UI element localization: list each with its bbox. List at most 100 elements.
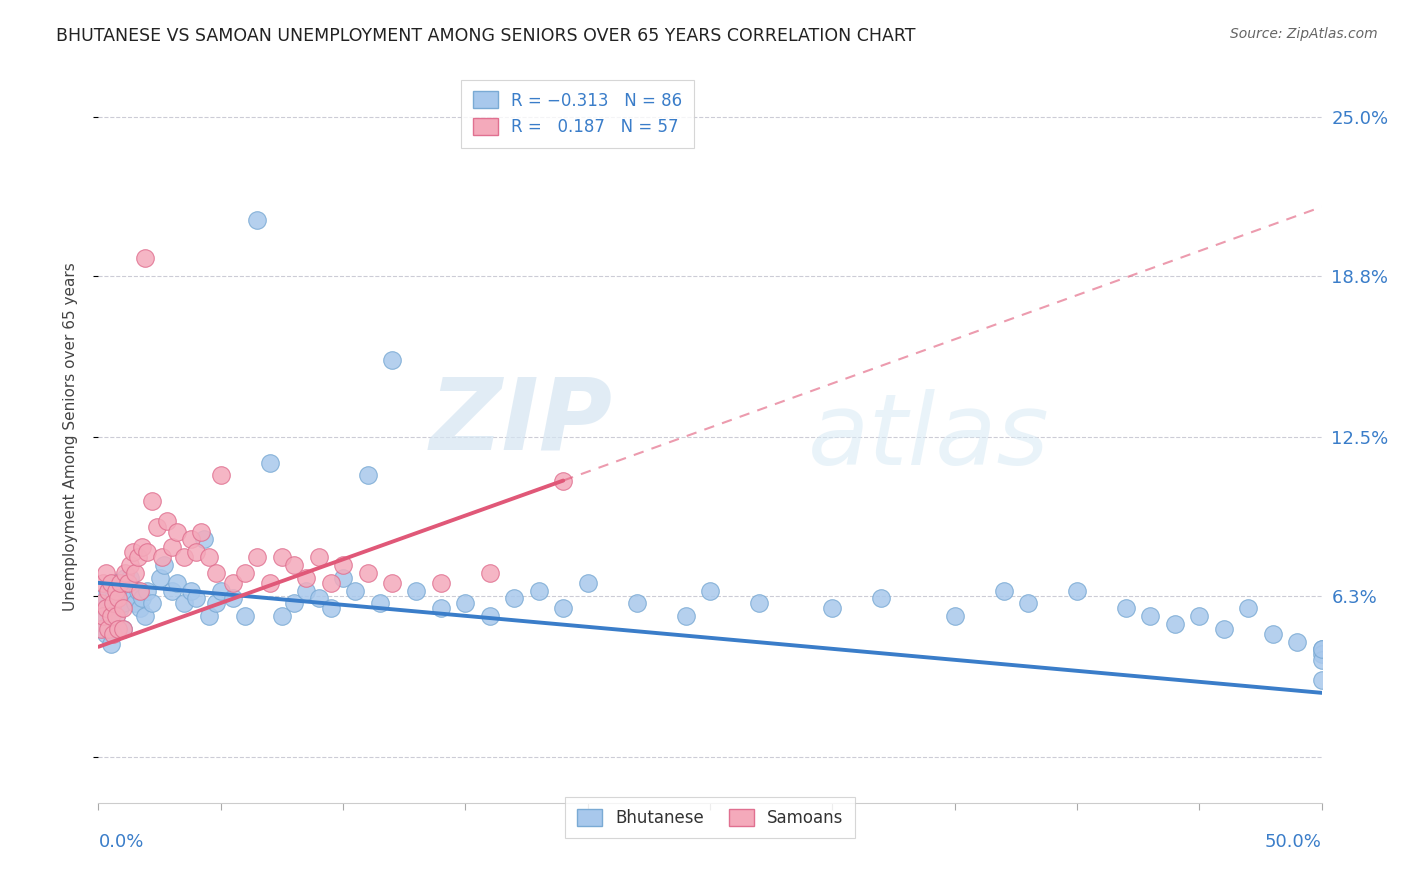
Point	[675, 609, 697, 624]
Point	[134, 609, 156, 624]
Point	[97, 622, 120, 636]
Point	[110, 575, 132, 590]
Point	[190, 524, 212, 539]
Point	[430, 575, 453, 590]
Point	[503, 591, 526, 606]
Point	[91, 622, 114, 636]
Point	[107, 622, 129, 636]
Point	[160, 583, 183, 598]
Point	[104, 583, 127, 598]
Text: 0.0%: 0.0%	[98, 833, 143, 852]
Point	[91, 591, 114, 606]
Point	[246, 550, 269, 565]
Point	[129, 583, 152, 598]
Point	[136, 583, 159, 598]
Text: ZIP: ZIP	[429, 374, 612, 471]
Point	[136, 545, 159, 559]
Point	[94, 601, 117, 615]
Point	[209, 583, 232, 598]
Point	[91, 575, 114, 590]
Point	[131, 540, 153, 554]
Point	[270, 550, 294, 565]
Point	[100, 637, 122, 651]
Point	[943, 609, 966, 624]
Point	[308, 550, 330, 565]
Point	[90, 596, 112, 610]
Text: 50.0%: 50.0%	[1265, 833, 1322, 852]
Point	[233, 609, 256, 624]
Point	[131, 591, 153, 606]
Point	[381, 353, 404, 368]
Point	[332, 571, 354, 585]
Point	[344, 583, 367, 598]
Point	[110, 601, 132, 615]
Point	[166, 575, 188, 590]
Point	[430, 601, 453, 615]
Point	[626, 596, 648, 610]
Point	[1310, 642, 1333, 657]
Point	[1310, 652, 1333, 666]
Point	[107, 622, 129, 636]
Point	[246, 212, 269, 227]
Point	[1188, 609, 1211, 624]
Point	[478, 609, 501, 624]
Point	[180, 533, 202, 547]
Point	[222, 591, 245, 606]
Point	[319, 575, 342, 590]
Point	[1310, 642, 1333, 657]
Point	[205, 596, 228, 610]
Point	[553, 601, 575, 615]
Point	[405, 583, 427, 598]
Point	[319, 601, 342, 615]
Point	[259, 575, 281, 590]
Point	[90, 601, 112, 615]
Point	[180, 583, 202, 598]
Point	[97, 583, 120, 598]
Point	[699, 583, 721, 598]
Point	[748, 596, 770, 610]
Point	[94, 566, 117, 580]
Point	[1237, 601, 1260, 615]
Point	[527, 583, 550, 598]
Point	[368, 596, 391, 610]
Point	[295, 583, 318, 598]
Point	[454, 596, 477, 610]
Point	[553, 474, 575, 488]
Point	[205, 566, 228, 580]
Point	[117, 575, 139, 590]
Point	[97, 616, 120, 631]
Point	[233, 566, 256, 580]
Point	[160, 540, 183, 554]
Point	[111, 622, 134, 636]
Point	[478, 566, 501, 580]
Text: Source: ZipAtlas.com: Source: ZipAtlas.com	[1230, 27, 1378, 41]
Point	[295, 571, 318, 585]
Point	[100, 601, 122, 615]
Point	[308, 591, 330, 606]
Point	[121, 545, 143, 559]
Point	[576, 575, 599, 590]
Point	[101, 627, 124, 641]
Point	[117, 583, 139, 598]
Point	[283, 558, 305, 572]
Point	[270, 609, 294, 624]
Point	[150, 550, 173, 565]
Point	[101, 596, 124, 610]
Point	[114, 571, 136, 585]
Point	[1139, 609, 1161, 624]
Point	[127, 583, 149, 598]
Point	[129, 601, 152, 615]
Point	[197, 609, 219, 624]
Point	[110, 583, 132, 598]
Point	[107, 596, 129, 610]
Point	[104, 575, 127, 590]
Point	[97, 583, 120, 598]
Point	[993, 583, 1015, 598]
Legend: Bhutanese, Samoans: Bhutanese, Samoans	[565, 797, 855, 838]
Point	[124, 596, 146, 610]
Point	[111, 601, 134, 615]
Point	[156, 515, 179, 529]
Point	[101, 591, 124, 606]
Point	[166, 524, 188, 539]
Point	[1017, 596, 1039, 610]
